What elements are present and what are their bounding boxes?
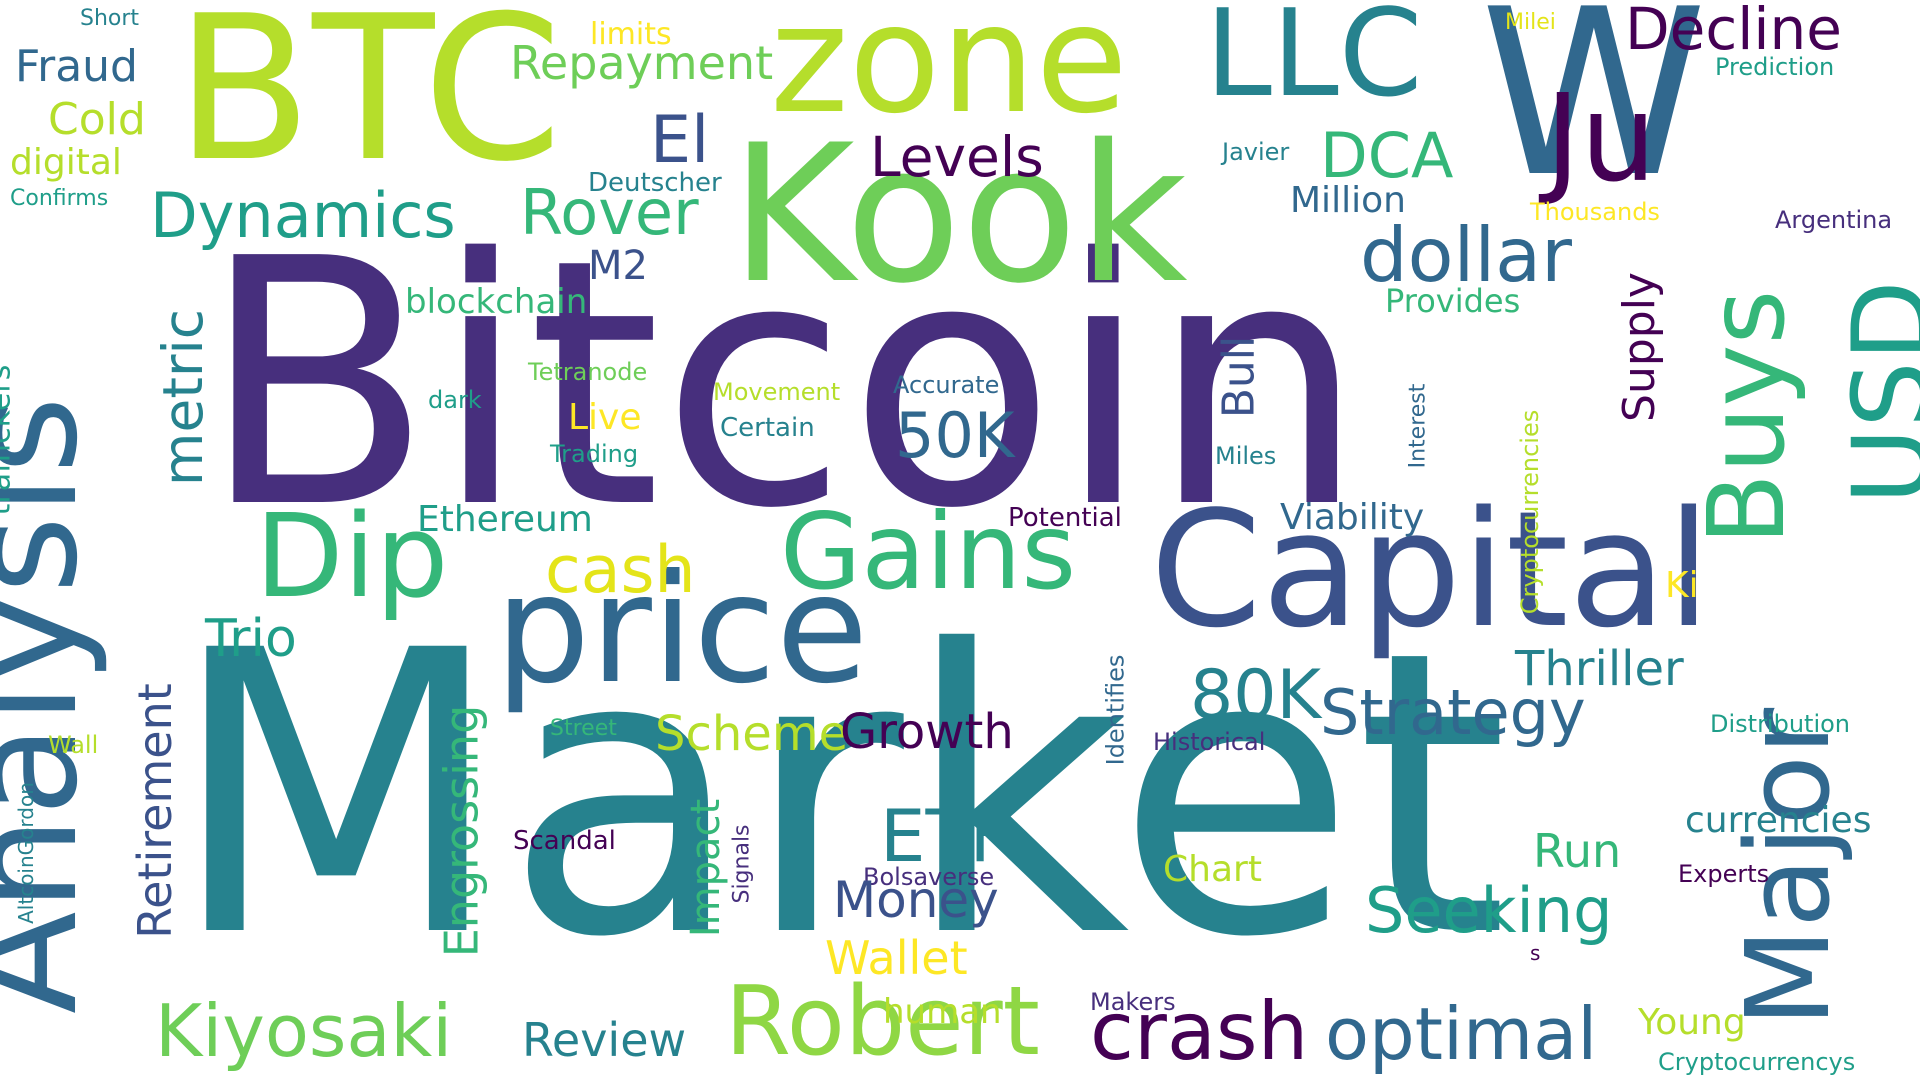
word-strategy: Strategy xyxy=(1320,676,1586,749)
word-trio: Trio xyxy=(205,609,297,669)
word-gains: Gains xyxy=(780,491,1077,613)
word-decline: Decline xyxy=(1625,0,1842,63)
word-el: El xyxy=(650,103,710,178)
word-wallet: Wallet xyxy=(825,931,968,985)
word-bull: Bull xyxy=(1213,335,1265,419)
word-ju: Ju xyxy=(1545,70,1657,209)
word-identifies: Identifies xyxy=(1101,654,1130,766)
word-dark: dark xyxy=(428,386,482,414)
word-thousands: Thousands xyxy=(1530,198,1660,226)
word-distribution: Distribution xyxy=(1710,710,1851,738)
word-seeking: Seeking xyxy=(1365,874,1613,947)
word-metric: metric xyxy=(151,308,216,487)
word-live: Live xyxy=(568,397,642,438)
word-ki: Ki xyxy=(1665,565,1699,606)
word-capital: Capital xyxy=(1150,476,1712,663)
word-digital: digital xyxy=(10,142,122,183)
word-deutscher: Deutscher xyxy=(588,168,722,198)
word-cryptocurrencies: Cryptocurrencies xyxy=(1516,409,1545,615)
word-argentina: Argentina xyxy=(1775,206,1893,234)
word-kook: Kook xyxy=(730,104,1188,325)
word-trading: Trading xyxy=(550,440,639,468)
word-engrossing: Engrossing xyxy=(434,704,489,958)
word-etf: ETF xyxy=(880,794,1011,878)
word-m2: M2 xyxy=(588,243,648,289)
word-currencies: currencies xyxy=(1685,800,1872,841)
word-signals: Signals xyxy=(729,824,755,904)
word-market: Market xyxy=(168,568,1509,1022)
word-growth: Growth xyxy=(840,704,1014,760)
word-human: human xyxy=(883,992,1002,1032)
word-movement: Movement xyxy=(713,378,841,406)
word-robert: Robert xyxy=(725,967,1040,1077)
word-experts: Experts xyxy=(1678,860,1770,888)
word-dynamics: Dynamics xyxy=(150,179,456,252)
word-llc: LLC xyxy=(1205,0,1423,124)
word-optimal: optimal xyxy=(1325,992,1598,1076)
word-s: s xyxy=(1530,941,1541,965)
word-limits: limits xyxy=(590,17,672,52)
word-certain: Certain xyxy=(720,413,815,443)
word-dca: DCA xyxy=(1320,119,1454,192)
word-buys: Buys xyxy=(1686,289,1809,546)
word-tetranode: Tetranode xyxy=(528,358,648,386)
word-cold: Cold xyxy=(48,94,146,145)
word-impact: Impact xyxy=(683,798,730,938)
word-bitcoin: Bitcoin xyxy=(200,187,1366,583)
word-potential: Potential xyxy=(1008,503,1122,533)
word-accurate: Accurate xyxy=(893,371,1000,399)
word-kiyosaki: Kiyosaki xyxy=(155,989,453,1073)
word-zone: zone xyxy=(770,0,1128,147)
word-50k: 50K xyxy=(895,399,1015,472)
word-altcoingordon: AltcoinGordon xyxy=(13,782,38,924)
word-retirement: Retirement xyxy=(127,683,182,939)
word-usd: USD xyxy=(1830,280,1920,505)
word-scandal: Scandal xyxy=(513,826,616,856)
word-million: Million xyxy=(1290,180,1406,221)
word-milei: Milei xyxy=(1505,10,1556,35)
word-provides: Provides xyxy=(1385,282,1521,320)
word-review: Review xyxy=(522,1013,687,1067)
word-bolsaverse: Bolsaverse xyxy=(863,863,995,891)
word-fraud: Fraud xyxy=(15,41,138,92)
word-historical: Historical xyxy=(1153,728,1266,756)
word-dip: Dip xyxy=(255,490,449,624)
word-thriller: Thriller xyxy=(1515,641,1684,697)
word-miles: Miles xyxy=(1215,442,1277,470)
word-makers: Makers xyxy=(1090,988,1176,1016)
word-prediction: Prediction xyxy=(1715,53,1835,81)
word-supply: Supply xyxy=(1613,272,1665,422)
word-price: price xyxy=(495,543,869,717)
word-ethereum: Ethereum xyxy=(417,499,593,540)
word-dollar: dollar xyxy=(1360,211,1572,299)
word-repayment: Repayment xyxy=(510,36,774,90)
word-short: Short xyxy=(80,6,140,31)
word-crash: crash xyxy=(1090,985,1309,1078)
word-levels: Levels xyxy=(870,125,1044,189)
word-interest: Interest xyxy=(1405,383,1431,469)
word-cash: cash xyxy=(545,533,696,608)
word-btc: BTC xyxy=(175,0,563,206)
word-wall: Wall xyxy=(48,731,99,759)
word-chart: Chart xyxy=(1163,849,1262,890)
word-blockchain: blockchain xyxy=(405,282,588,322)
word-rover: Rover xyxy=(520,176,699,249)
word-street: Street xyxy=(550,716,617,741)
word-traffickers: traffickers xyxy=(0,364,18,516)
word-javier: Javier xyxy=(1222,138,1290,166)
word-run: Run xyxy=(1533,824,1622,878)
word-viability: Viability xyxy=(1280,497,1425,538)
word-young: Young xyxy=(1638,1002,1746,1043)
word-money: Money xyxy=(833,871,999,929)
word-scheme: Scheme xyxy=(655,706,849,762)
word-w: W xyxy=(1480,0,1708,228)
word-80k: 80K xyxy=(1190,656,1322,735)
word-cryptocurrencys: Cryptocurrencys xyxy=(1658,1048,1856,1076)
word-confirms: Confirms xyxy=(10,186,109,211)
